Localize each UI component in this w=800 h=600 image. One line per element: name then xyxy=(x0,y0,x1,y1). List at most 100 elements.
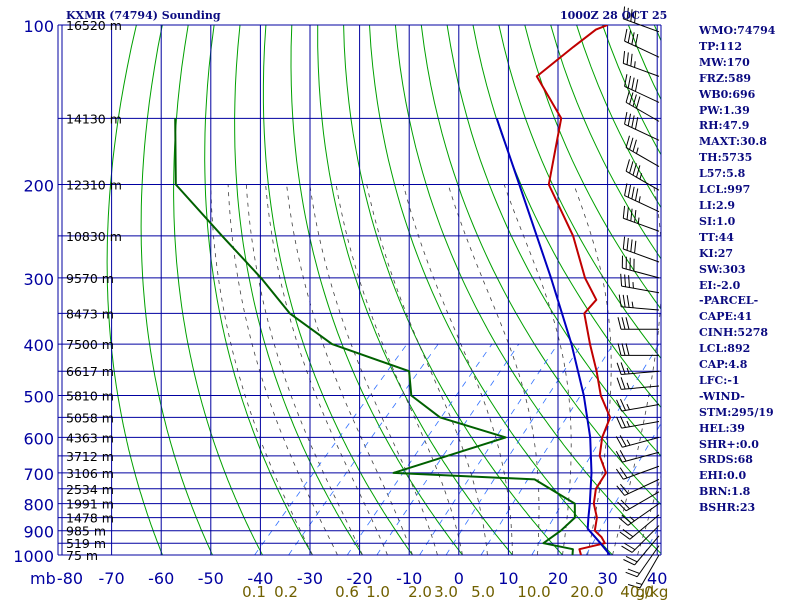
index-item: BSHR:23 xyxy=(699,501,756,515)
wind-barb xyxy=(619,514,660,540)
temperature-tick-label: -40 xyxy=(247,569,273,588)
index-item: -PARCEL- xyxy=(699,294,759,308)
sounding-profiles xyxy=(174,25,612,555)
index-item: -WIND- xyxy=(699,389,745,403)
mixing-ratio-label: 0.1 xyxy=(242,583,266,600)
wind-barb xyxy=(625,135,660,168)
height-label: 9570 m xyxy=(66,271,114,286)
wind-barb xyxy=(618,503,660,526)
index-item: CAP:4.8 xyxy=(699,358,748,372)
moist-adiabat-line xyxy=(245,184,363,555)
height-label: 3712 m xyxy=(66,449,114,464)
wind-barb xyxy=(618,294,660,311)
height-label: 8473 m xyxy=(66,306,114,321)
index-item: SW:303 xyxy=(699,262,746,276)
pressure-temperature-grid xyxy=(57,24,662,556)
moist-adiabat-line xyxy=(447,184,540,555)
height-label: 4363 m xyxy=(66,430,114,445)
height-label: 10830 m xyxy=(66,229,122,244)
mixing-ratio-label: 0.2 xyxy=(274,583,298,600)
index-item: MW:170 xyxy=(699,55,750,69)
height-label: 75 m xyxy=(66,548,98,563)
index-item: LCL:892 xyxy=(699,342,751,356)
height-label: 1991 m xyxy=(66,497,114,512)
mixing-ratio-label: 5.0 xyxy=(471,583,495,600)
height-label: 3106 m xyxy=(66,466,114,481)
height-label: 14130 m xyxy=(66,111,122,126)
wind-barb xyxy=(622,236,660,263)
height-label: 1478 m xyxy=(66,511,114,526)
wind-barb xyxy=(621,255,660,279)
wind-barb xyxy=(623,535,660,566)
index-item: TP:112 xyxy=(699,39,743,53)
moist-adiabat-line xyxy=(573,184,612,555)
wind-barb xyxy=(616,415,660,429)
mixing-ratio-label: 2.0 xyxy=(408,583,432,600)
moist-adiabat-line xyxy=(265,184,388,555)
temperature-tick-label: -70 xyxy=(99,569,125,588)
index-item: LFC:-1 xyxy=(699,373,740,387)
index-item: EI:-2.0 xyxy=(699,278,741,292)
temperature-tick-label: 10 xyxy=(498,569,518,588)
mixing-ratio-line xyxy=(480,343,614,555)
pressure-label: 600 xyxy=(23,429,54,448)
moist-adiabats xyxy=(210,184,661,555)
wind-barbs xyxy=(615,6,660,589)
wind-barb xyxy=(625,545,660,578)
pressure-unit-label: mb xyxy=(30,569,56,588)
wind-barb xyxy=(622,205,660,232)
temperature-tick-label: -50 xyxy=(198,569,224,588)
index-item: SHR+:0.0 xyxy=(699,437,759,451)
index-item: KI:27 xyxy=(699,246,734,260)
wind-barb xyxy=(615,435,660,448)
dry-adiabat-line xyxy=(262,25,413,555)
height-label: 5810 m xyxy=(66,388,114,403)
mixing-ratio-label: 10.0 xyxy=(517,583,550,600)
mixing-ratio-label: 40.0 xyxy=(620,583,653,600)
wind-barb xyxy=(625,159,660,191)
height-label: 16520 m xyxy=(66,18,122,33)
index-item: L57:5.8 xyxy=(699,167,746,181)
wind-barb xyxy=(617,317,659,330)
wind-barb xyxy=(624,74,660,103)
wind-barb xyxy=(624,183,660,213)
wind-barb xyxy=(615,465,660,480)
dry-adiabat-line xyxy=(784,25,800,555)
pressure-label: 500 xyxy=(23,387,54,406)
wind-barb xyxy=(625,90,660,122)
moist-adiabat-line xyxy=(402,184,513,555)
index-item: MAXT:30.8 xyxy=(699,135,767,149)
index-item: LI:2.9 xyxy=(699,198,736,212)
mixing-ratio-label: g/kg xyxy=(636,583,669,600)
index-item: CINH:5278 xyxy=(699,326,769,340)
pressure-label: 200 xyxy=(23,177,54,196)
height-label: 2534 m xyxy=(66,482,114,497)
index-item: LCL:997 xyxy=(699,183,751,197)
mixing-ratio-line xyxy=(254,343,408,555)
index-item: SI:1.0 xyxy=(699,214,736,228)
index-item: TT:44 xyxy=(699,230,734,244)
index-item: TH:5735 xyxy=(699,151,753,165)
stability-indices-panel: WMO:74794 TP:112 MW:170 FRZ:589 WB0:696 PW:1.… xyxy=(699,23,775,516)
wind-barb xyxy=(624,28,660,58)
wind-barb xyxy=(627,554,660,589)
chart-title: KXMR (74794) Sounding xyxy=(66,9,221,22)
mixing-ratio-label: 0.6 xyxy=(335,583,359,600)
height-label: 519 m xyxy=(66,536,106,551)
temperature-tick-label: 40 xyxy=(647,569,667,588)
pressure-label: 400 xyxy=(23,336,54,355)
pressure-label: 900 xyxy=(23,523,54,542)
pressure-label: 1000 xyxy=(13,547,54,566)
index-item: EHI:0.0 xyxy=(699,469,747,483)
height-label: 5058 m xyxy=(66,410,114,425)
temperature-tick-label: 20 xyxy=(548,569,568,588)
index-item: PW:1.39 xyxy=(699,103,750,117)
index-item: WB0:696 xyxy=(699,87,756,101)
dry-adiabat-line xyxy=(204,25,313,555)
wind-barb xyxy=(622,51,660,77)
dry-adiabat-line xyxy=(173,25,263,555)
temperature-tick-label: -10 xyxy=(396,569,422,588)
height-label: 7500 m xyxy=(66,337,114,352)
dry-adiabat-line xyxy=(317,25,513,555)
